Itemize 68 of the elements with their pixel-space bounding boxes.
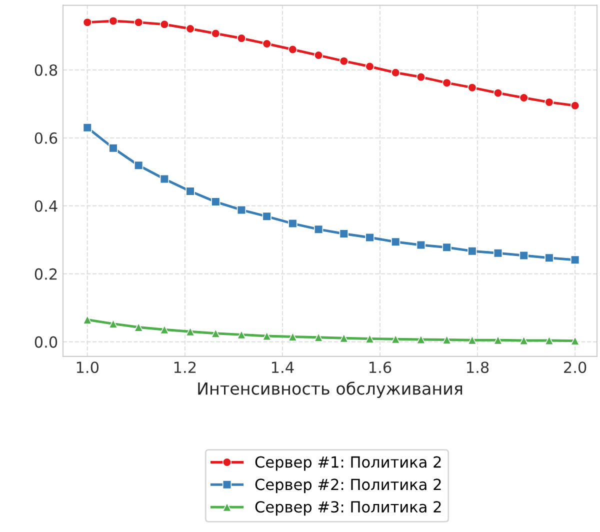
point (160, 325, 170, 334)
point (262, 212, 272, 221)
point (134, 160, 144, 170)
point (236, 34, 246, 43)
point (493, 336, 503, 345)
point (314, 332, 324, 342)
point (186, 327, 195, 336)
point (236, 205, 246, 215)
point (160, 174, 170, 184)
point (314, 50, 324, 60)
point (544, 253, 554, 262)
point (416, 334, 426, 344)
y-tick-label: 0.4 (34, 200, 58, 212)
point (82, 315, 92, 324)
legend-label: Сервер #1: Политика 2 (255, 456, 441, 471)
point (262, 39, 272, 48)
point (288, 218, 298, 228)
point (468, 336, 477, 345)
point (519, 336, 528, 346)
point (288, 44, 298, 54)
point (468, 82, 477, 92)
point (544, 336, 554, 346)
point (570, 101, 580, 110)
point (442, 242, 452, 252)
y-tick-label: 0.2 (34, 268, 57, 280)
x-tick-label: 1.2 (174, 362, 196, 373)
point (493, 88, 503, 98)
point (211, 197, 220, 206)
point (82, 123, 92, 132)
legend-label: Сервер #3: Политика 2 (255, 501, 441, 516)
y-tick-label: 0.8 (34, 64, 58, 76)
x-tick-label: 1.8 (467, 362, 489, 374)
point (416, 72, 426, 82)
point (519, 250, 528, 260)
point (339, 334, 348, 343)
point (134, 18, 144, 27)
y-tick-label: 0.6 (34, 132, 58, 144)
point (391, 68, 400, 78)
point (442, 78, 452, 88)
y-tick-label: 0.0 (34, 336, 58, 348)
point (493, 248, 503, 258)
point (339, 56, 348, 66)
point (544, 98, 554, 107)
point (416, 240, 426, 250)
point (314, 224, 324, 234)
point (82, 18, 92, 27)
point (186, 186, 195, 196)
point (391, 237, 400, 246)
x-tick-label: 2.0 (564, 362, 586, 374)
point (186, 24, 195, 34)
legend-label: Сервер #2: Политика 2 (255, 478, 441, 494)
x-axis-title: Интенсивность обслуживания (198, 382, 462, 398)
point (468, 246, 477, 256)
point (570, 255, 580, 264)
point (339, 229, 348, 238)
point (365, 232, 374, 242)
point (108, 143, 118, 153)
x-tick-label: 1.6 (370, 362, 392, 374)
point (365, 62, 374, 72)
point (262, 331, 272, 341)
x-tick-label: 1.0 (76, 362, 99, 374)
point (519, 93, 528, 102)
point (236, 330, 246, 340)
point (160, 20, 170, 29)
point (570, 336, 580, 346)
point (108, 16, 118, 26)
point (211, 28, 220, 38)
x-tick-label: 1.4 (272, 362, 294, 373)
